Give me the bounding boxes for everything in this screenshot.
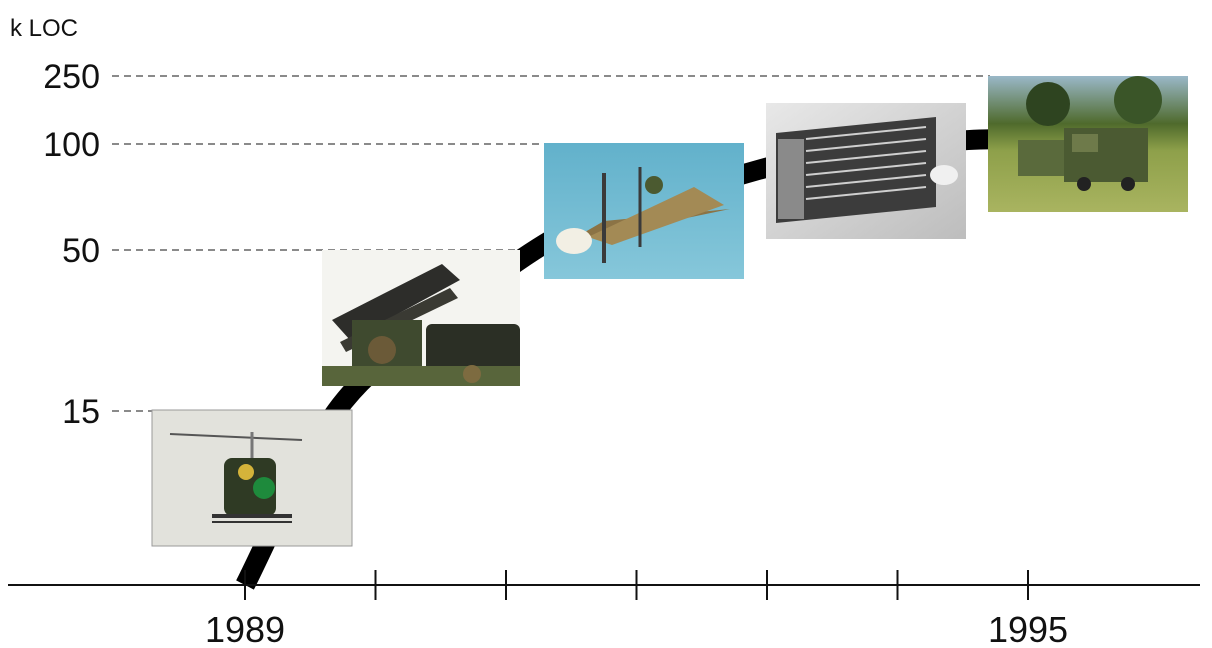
y-axis-label: k LOC: [10, 15, 78, 42]
x-tick-label-1995: 1995: [988, 609, 1068, 648]
missile-launcher-photo: [322, 250, 520, 386]
y-tick-label-50: 50: [62, 232, 100, 270]
y-tick-label-100: 100: [43, 126, 100, 164]
delta-wing-drone-photo: [544, 143, 744, 279]
x-ticks: [244, 570, 1029, 600]
x-tick-label-1989: 1989: [205, 609, 285, 648]
y-tick-labels: 15 50 100 250: [43, 58, 100, 431]
y-tick-label-15: 15: [62, 393, 100, 431]
electronics-rack-photo: [766, 103, 966, 239]
x-tick-labels: 1989 1995: [205, 609, 1068, 648]
y-tick-label-250: 250: [43, 58, 100, 96]
helicopter-drone-photo: [151, 409, 353, 547]
military-truck-photo: [988, 76, 1188, 212]
